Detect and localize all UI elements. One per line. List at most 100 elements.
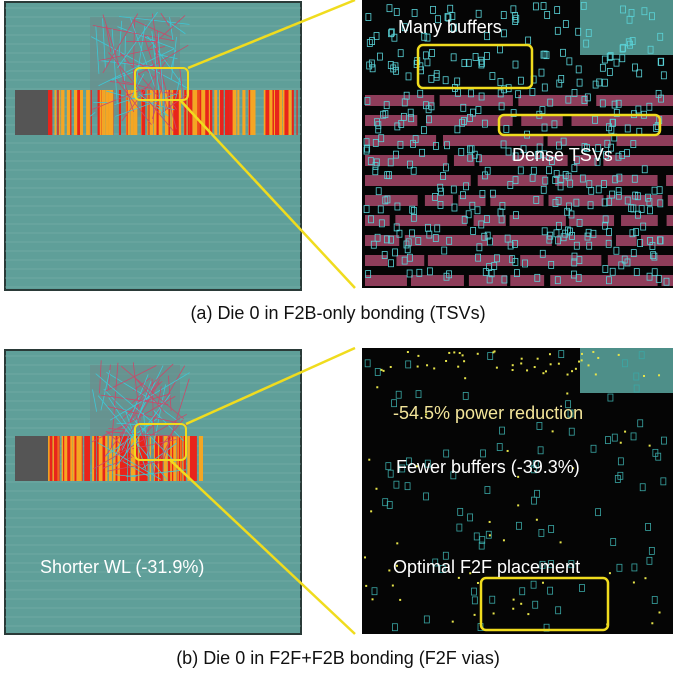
cell-cluster [272, 90, 274, 135]
cell-cluster [87, 436, 90, 481]
tsv-row [520, 255, 601, 266]
f2f-via [448, 352, 450, 354]
f2f-via [407, 351, 409, 353]
f2f-via [372, 598, 374, 600]
f2f-via [609, 572, 611, 574]
f2f-via [512, 364, 514, 366]
cell-cluster [214, 90, 217, 135]
f2f-via [375, 488, 377, 490]
cell-cluster [75, 436, 77, 481]
f2f-via [464, 377, 466, 379]
f2f-via [452, 621, 454, 623]
f2f-via [545, 370, 547, 372]
tsv-row [428, 255, 513, 266]
tsv-row [365, 275, 407, 286]
f2f-via [588, 364, 590, 366]
cell-cluster [210, 90, 213, 135]
f2f-via [517, 504, 519, 506]
page: Many buffers Dense TSVs (a) Die 0 in F2B… [0, 0, 677, 674]
cell-cluster [57, 90, 58, 135]
tsv-row [396, 255, 424, 266]
macro-block [15, 436, 50, 481]
f2f-via [453, 351, 455, 353]
f2f-via [462, 354, 464, 356]
cell-cluster [251, 90, 254, 135]
cell-cluster [279, 90, 282, 135]
tsv-row [667, 215, 673, 226]
f2f-via [477, 353, 479, 355]
f2f-via [658, 374, 660, 376]
f2f-via [521, 358, 523, 360]
cell-cluster [233, 90, 237, 135]
f2f-via [578, 361, 580, 363]
f2f-via [581, 353, 583, 355]
cell-cluster [254, 90, 256, 135]
tsv-row [617, 135, 673, 146]
f2f-via [581, 359, 583, 361]
cell-cluster [55, 90, 57, 135]
tsv-row [621, 215, 658, 226]
cell-cluster [265, 90, 269, 135]
f2f-via [370, 510, 372, 512]
f2f-via [492, 351, 494, 353]
cell-cluster [292, 90, 294, 135]
tsv-row [510, 215, 566, 226]
f2f-via [542, 372, 544, 374]
cell-cluster [116, 436, 118, 481]
f2f-via [592, 351, 594, 353]
cell-cluster [230, 90, 233, 135]
f2f-via [512, 608, 514, 610]
cell-cluster [78, 90, 79, 135]
cell-cluster [147, 90, 148, 135]
zoom-label: Fewer buffers (-39.3%) [396, 457, 580, 477]
tsv-row [458, 195, 485, 206]
cell-cluster [220, 90, 224, 135]
cell-cluster [54, 436, 58, 481]
zoom-label: -54.5% power reduction [393, 403, 583, 423]
cell-cluster [150, 90, 153, 135]
f2f-via [651, 622, 653, 624]
cell-cluster [296, 90, 297, 135]
tsv-row [608, 255, 673, 266]
f2f-via [536, 519, 538, 521]
f2f-via [493, 612, 495, 614]
f2f-via [560, 541, 562, 543]
zoom-label: Many buffers [398, 17, 502, 37]
cell-cluster [275, 90, 279, 135]
f2f-via [364, 556, 366, 558]
f2f-via [643, 375, 645, 377]
tsv-row [478, 175, 547, 186]
f2f-via [520, 362, 522, 364]
f2f-via [463, 360, 465, 362]
tsv-row [666, 175, 673, 186]
f2f-via [477, 582, 479, 584]
cell-cluster [59, 436, 60, 481]
f2f-via [381, 369, 383, 371]
f2f-via [426, 364, 428, 366]
cell-cluster [86, 90, 90, 135]
cell-cluster [111, 90, 113, 135]
f2f-via [649, 445, 651, 447]
tsv-row [365, 155, 447, 166]
cell-cluster [50, 436, 52, 481]
cell-cluster [80, 90, 82, 135]
f2f-via [542, 582, 544, 584]
f2f-via [474, 614, 476, 616]
f2f-via [392, 585, 394, 587]
f2f-via [575, 368, 577, 370]
cell-cluster [79, 436, 80, 481]
f2f-via [433, 367, 435, 369]
f2f-via [571, 370, 573, 372]
tsv-row [365, 115, 417, 126]
f2f-via [633, 581, 635, 583]
tsv-row [603, 155, 673, 166]
f2f-via [489, 534, 491, 536]
f2f-via [550, 363, 552, 365]
tsv-row [661, 275, 673, 286]
tsv-row [365, 255, 388, 266]
f2f-via [597, 357, 599, 359]
f2f-via [552, 430, 554, 432]
cell-cluster [104, 90, 106, 135]
cell-cluster [197, 90, 198, 135]
f2f-via [388, 569, 390, 571]
